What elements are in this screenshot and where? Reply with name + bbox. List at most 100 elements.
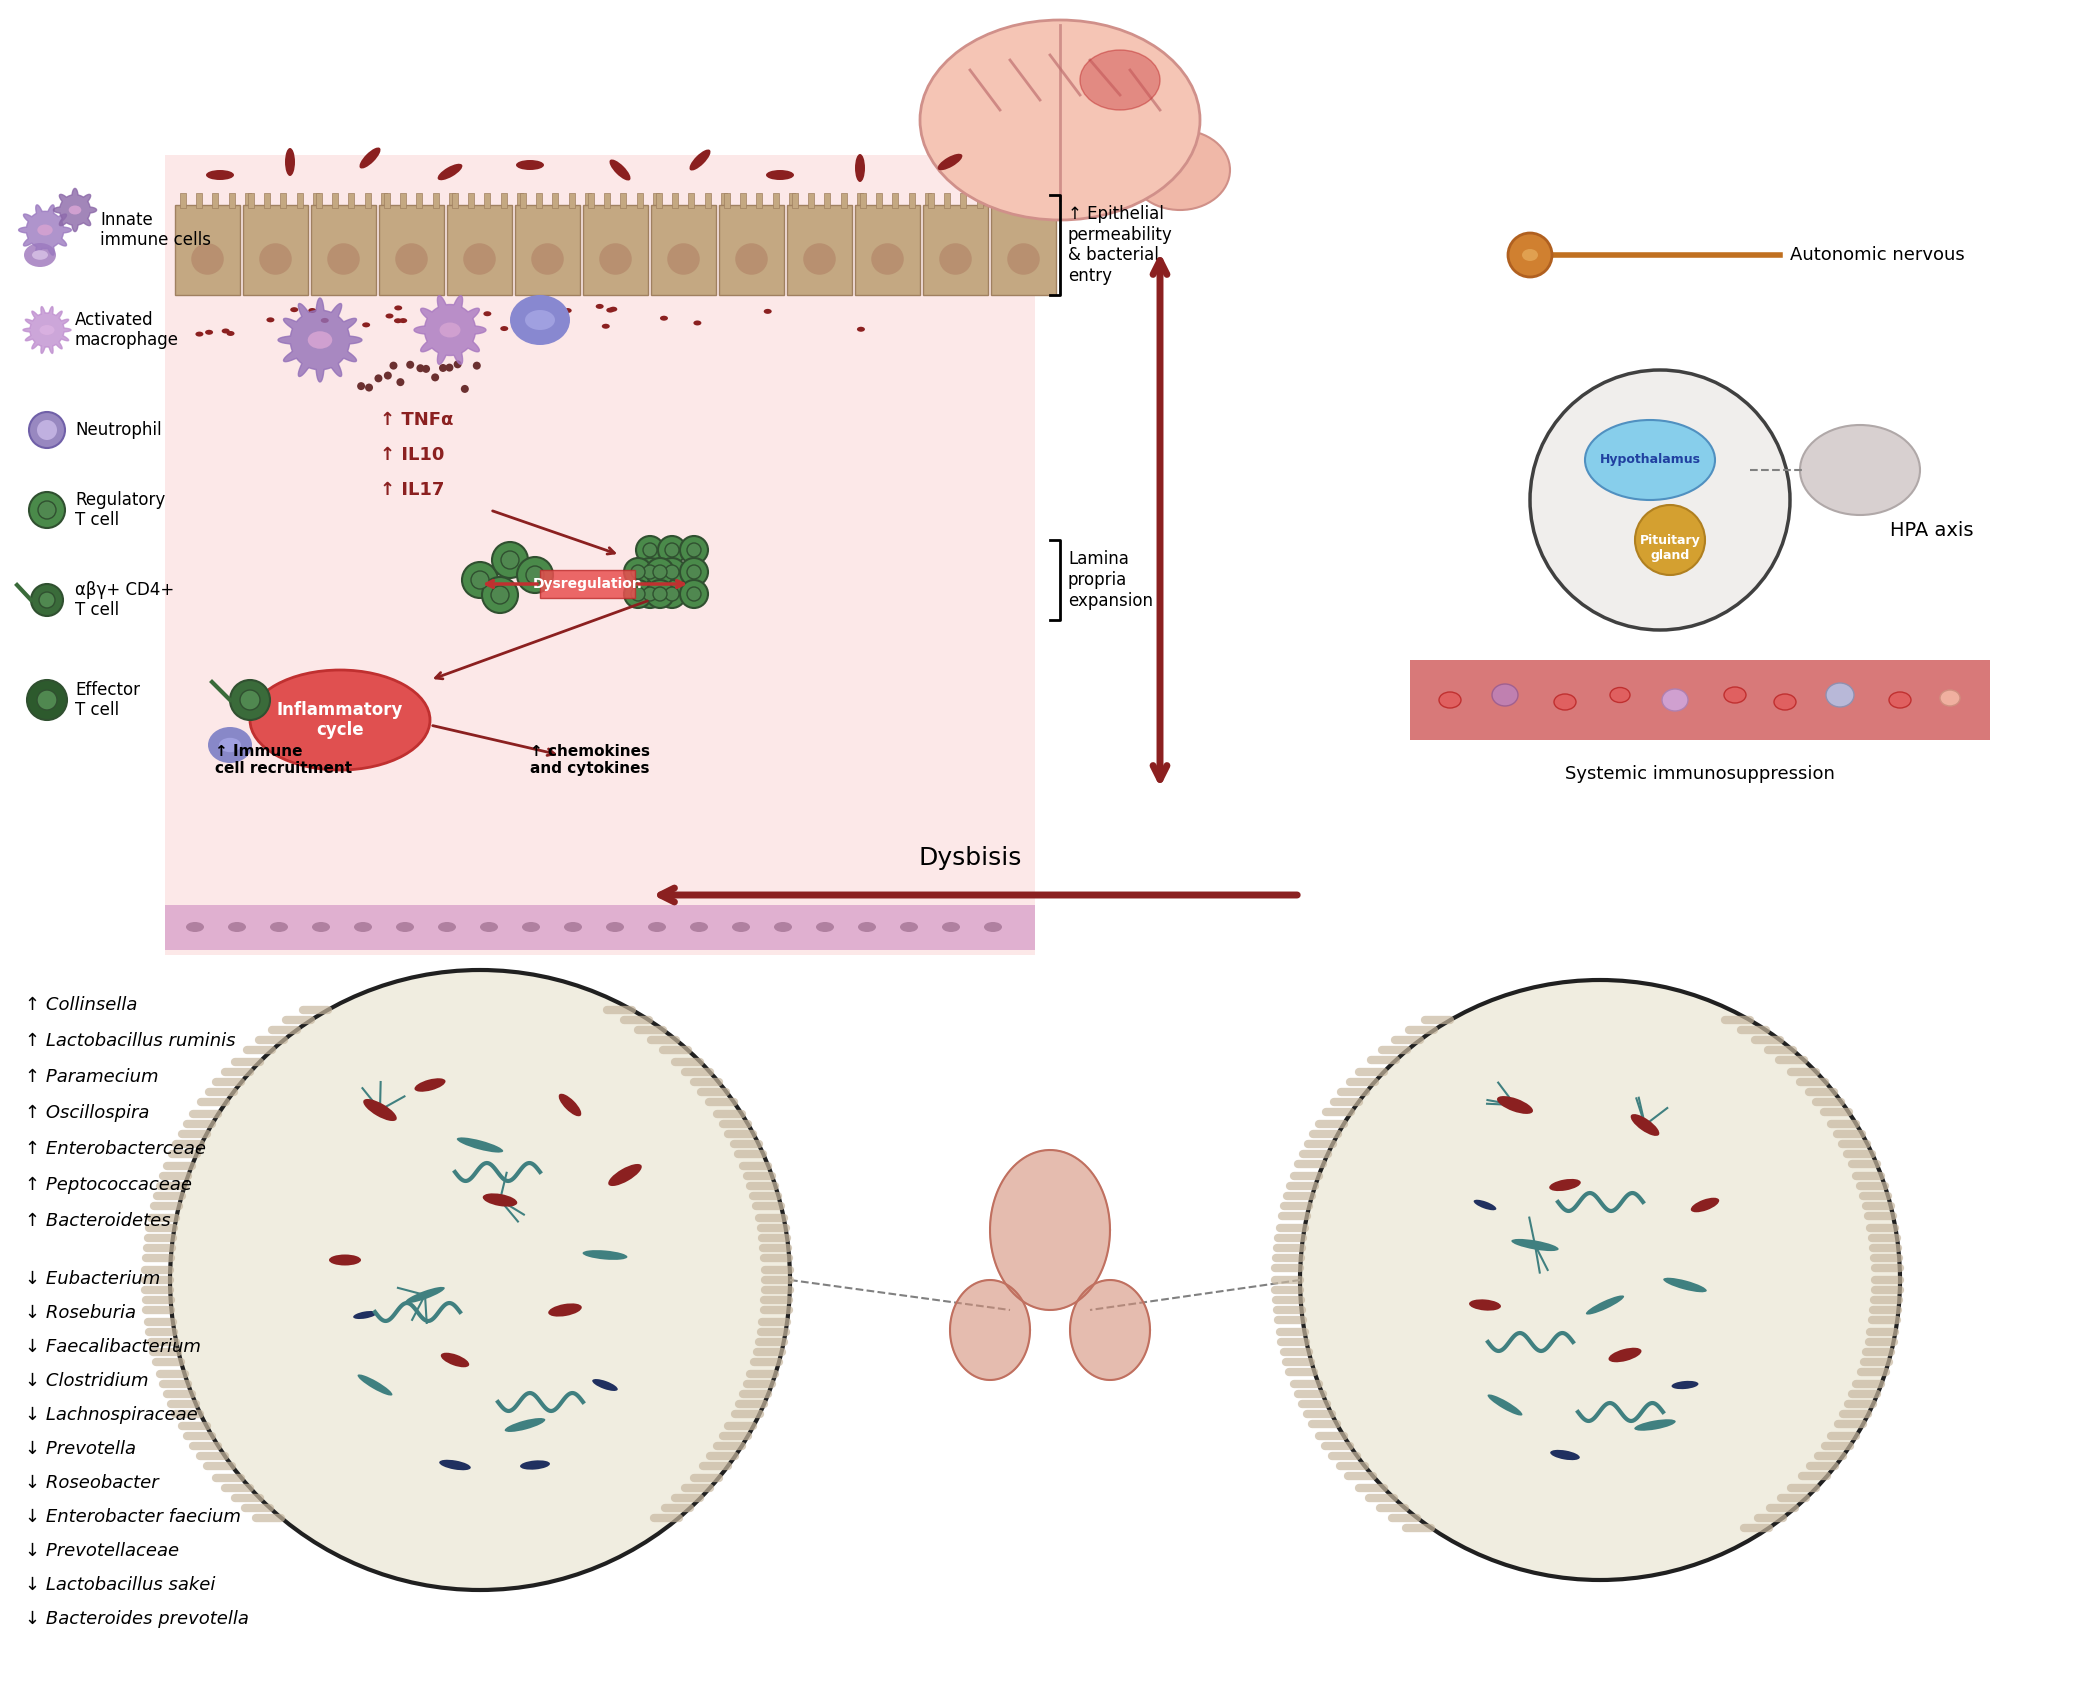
Circle shape (653, 565, 667, 579)
Bar (401, 193, 405, 208)
Bar (570, 193, 574, 208)
Ellipse shape (609, 1164, 642, 1186)
Ellipse shape (395, 306, 401, 310)
Bar (657, 193, 661, 208)
Circle shape (40, 592, 54, 607)
Ellipse shape (1489, 1394, 1522, 1416)
Bar (992, 205, 1056, 294)
Bar (349, 193, 356, 208)
Ellipse shape (227, 332, 235, 337)
Circle shape (422, 365, 430, 372)
Bar (740, 193, 746, 208)
Bar (605, 193, 611, 208)
Bar (181, 193, 185, 208)
Ellipse shape (218, 738, 241, 753)
Ellipse shape (1825, 684, 1854, 707)
Ellipse shape (482, 1193, 518, 1206)
Ellipse shape (441, 1352, 470, 1367)
Ellipse shape (395, 244, 428, 274)
Circle shape (665, 565, 680, 579)
Text: Pituitary
gland: Pituitary gland (1640, 535, 1701, 562)
Text: Inflammatory
cycle: Inflammatory cycle (277, 700, 403, 739)
Bar (620, 193, 626, 208)
Bar (923, 205, 988, 294)
Ellipse shape (1131, 130, 1231, 210)
Circle shape (397, 377, 405, 386)
Ellipse shape (1553, 694, 1576, 711)
Bar (996, 193, 1002, 208)
Circle shape (170, 970, 790, 1590)
Text: ↑ Epithelial
permeability
& bacterial
entry: ↑ Epithelial permeability & bacterial en… (1069, 205, 1173, 286)
Ellipse shape (37, 225, 52, 235)
Ellipse shape (1079, 51, 1160, 110)
Ellipse shape (457, 1137, 503, 1152)
Ellipse shape (690, 149, 711, 171)
Ellipse shape (364, 1100, 397, 1122)
Text: ↓ Prevotella: ↓ Prevotella (25, 1440, 135, 1459)
Ellipse shape (694, 320, 701, 325)
Bar (723, 193, 730, 208)
Ellipse shape (1620, 1415, 1705, 1475)
Circle shape (647, 558, 674, 585)
Ellipse shape (1511, 1239, 1559, 1250)
Ellipse shape (857, 327, 865, 332)
Ellipse shape (802, 244, 836, 274)
Text: Innate
immune cells: Innate immune cells (100, 210, 210, 249)
Bar (773, 193, 780, 208)
Ellipse shape (439, 922, 455, 932)
Ellipse shape (854, 154, 865, 183)
Ellipse shape (983, 922, 1002, 932)
Ellipse shape (222, 328, 229, 333)
Bar (719, 205, 784, 294)
Bar (516, 205, 580, 294)
Circle shape (29, 411, 64, 448)
Ellipse shape (1672, 1381, 1699, 1389)
Text: Neutrophil: Neutrophil (75, 421, 162, 438)
Circle shape (624, 558, 653, 585)
Bar (582, 205, 649, 294)
Circle shape (665, 587, 680, 601)
Text: ↓ Lachnospiraceae: ↓ Lachnospiraceae (25, 1406, 198, 1425)
Circle shape (686, 543, 701, 557)
Ellipse shape (516, 161, 545, 169)
Ellipse shape (1522, 249, 1538, 261)
Ellipse shape (815, 922, 834, 932)
Bar (245, 193, 252, 208)
Ellipse shape (482, 311, 491, 316)
Text: Dysbisis: Dysbisis (919, 846, 1021, 870)
Text: ↑ Immune
cell recruitment: ↑ Immune cell recruitment (214, 744, 351, 777)
Circle shape (642, 587, 657, 601)
Ellipse shape (1723, 687, 1746, 702)
Circle shape (416, 364, 424, 372)
Bar (672, 193, 678, 208)
Ellipse shape (763, 310, 771, 315)
Text: ↓ Roseburia: ↓ Roseburia (25, 1305, 135, 1321)
Ellipse shape (1634, 1420, 1676, 1431)
Bar (840, 193, 846, 208)
Ellipse shape (405, 1288, 445, 1303)
Circle shape (453, 360, 462, 369)
Bar (790, 193, 794, 208)
Bar (501, 193, 507, 208)
Polygon shape (19, 205, 71, 255)
Ellipse shape (291, 308, 297, 313)
Bar (861, 193, 867, 208)
Bar (264, 193, 270, 208)
Ellipse shape (439, 323, 462, 337)
Ellipse shape (31, 250, 48, 261)
Ellipse shape (480, 922, 499, 932)
Bar (875, 193, 881, 208)
Ellipse shape (509, 294, 570, 345)
Bar (451, 193, 457, 208)
Bar (588, 193, 595, 208)
Circle shape (636, 536, 663, 563)
Ellipse shape (520, 1460, 551, 1470)
Polygon shape (279, 298, 362, 382)
Bar (243, 205, 308, 294)
Bar (195, 193, 202, 208)
Circle shape (657, 536, 686, 563)
Ellipse shape (206, 169, 235, 179)
Ellipse shape (40, 325, 54, 335)
Bar (541, 570, 634, 597)
Ellipse shape (667, 244, 701, 274)
